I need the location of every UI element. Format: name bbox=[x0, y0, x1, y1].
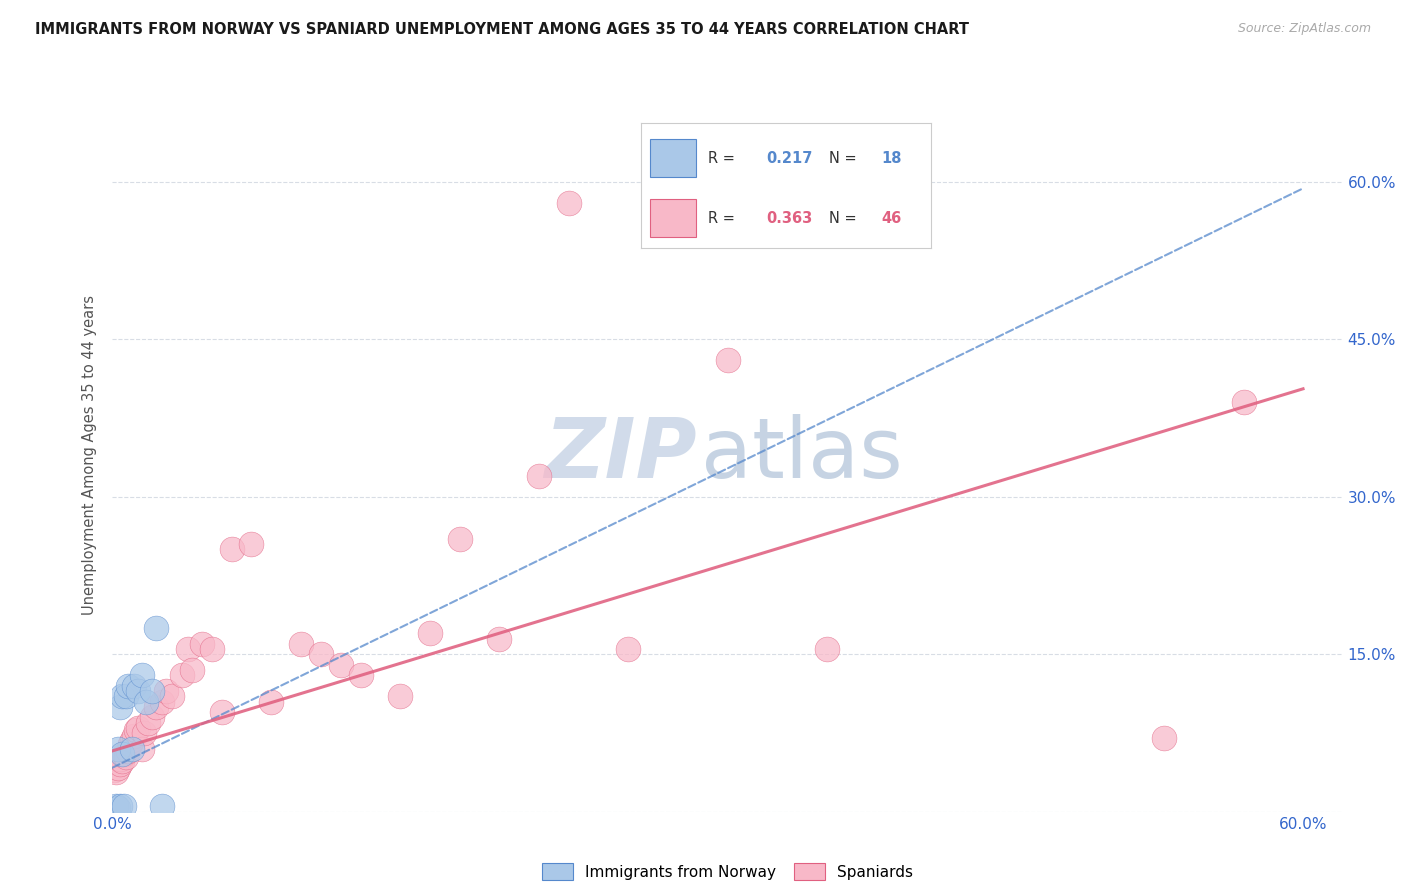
Point bbox=[1153, 731, 1175, 746]
Point bbox=[115, 750, 138, 764]
Point bbox=[260, 694, 283, 708]
Point bbox=[134, 726, 156, 740]
Point bbox=[221, 542, 243, 557]
Point bbox=[112, 799, 135, 814]
Point bbox=[527, 469, 550, 483]
Point bbox=[110, 699, 132, 714]
Point bbox=[111, 747, 134, 761]
Point bbox=[107, 741, 129, 756]
Point bbox=[329, 657, 352, 672]
Point bbox=[125, 723, 148, 737]
Point bbox=[121, 741, 143, 756]
Point bbox=[449, 532, 471, 546]
Point bbox=[150, 694, 173, 708]
Point bbox=[105, 764, 128, 779]
Point bbox=[201, 642, 224, 657]
Point bbox=[290, 637, 312, 651]
Point bbox=[191, 637, 214, 651]
Point bbox=[717, 353, 740, 368]
Point bbox=[112, 747, 135, 761]
Point bbox=[115, 690, 138, 704]
Point bbox=[107, 800, 129, 814]
Point bbox=[110, 799, 132, 814]
Point bbox=[131, 668, 153, 682]
Point bbox=[180, 663, 202, 677]
Y-axis label: Unemployment Among Ages 35 to 44 years: Unemployment Among Ages 35 to 44 years bbox=[82, 295, 97, 615]
Point bbox=[111, 755, 134, 769]
Point bbox=[107, 761, 129, 775]
Point bbox=[145, 699, 167, 714]
Point bbox=[127, 684, 149, 698]
Point bbox=[105, 799, 128, 814]
Point bbox=[141, 684, 163, 698]
Point bbox=[160, 690, 183, 704]
Point bbox=[617, 642, 640, 657]
Point bbox=[177, 642, 200, 657]
Point bbox=[488, 632, 510, 646]
Point bbox=[131, 741, 153, 756]
Text: IMMIGRANTS FROM NORWAY VS SPANIARD UNEMPLOYMENT AMONG AGES 35 TO 44 YEARS CORREL: IMMIGRANTS FROM NORWAY VS SPANIARD UNEMP… bbox=[35, 22, 969, 37]
Point bbox=[150, 799, 173, 814]
Point bbox=[121, 733, 143, 747]
Point bbox=[815, 642, 838, 657]
Point bbox=[120, 737, 142, 751]
Point bbox=[389, 690, 412, 704]
Text: atlas: atlas bbox=[700, 415, 903, 495]
Point bbox=[419, 626, 441, 640]
Point bbox=[145, 621, 167, 635]
Point bbox=[309, 648, 332, 662]
Point bbox=[124, 679, 146, 693]
Point bbox=[136, 715, 159, 730]
Point bbox=[110, 757, 132, 772]
Point bbox=[349, 668, 371, 682]
Legend: Immigrants from Norway, Spaniards: Immigrants from Norway, Spaniards bbox=[536, 857, 920, 886]
Point bbox=[155, 684, 177, 698]
Point bbox=[240, 537, 263, 551]
Point bbox=[117, 679, 139, 693]
Text: ZIP: ZIP bbox=[544, 415, 697, 495]
Point bbox=[141, 710, 163, 724]
Point bbox=[135, 694, 157, 708]
Point bbox=[124, 729, 146, 743]
Point bbox=[211, 705, 233, 719]
Point bbox=[127, 721, 149, 735]
Point bbox=[558, 196, 581, 211]
Point bbox=[110, 752, 132, 766]
Point bbox=[170, 668, 193, 682]
Text: Source: ZipAtlas.com: Source: ZipAtlas.com bbox=[1237, 22, 1371, 36]
Point bbox=[103, 763, 125, 777]
Point bbox=[1232, 395, 1254, 409]
Point bbox=[117, 744, 139, 758]
Point bbox=[111, 690, 134, 704]
